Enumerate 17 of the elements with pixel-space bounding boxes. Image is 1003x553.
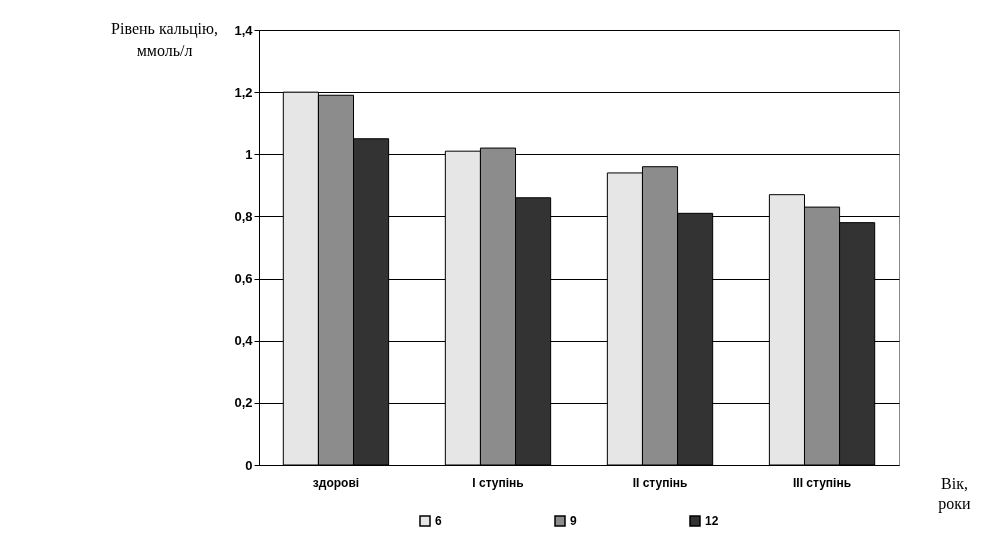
y-tick-label: 0	[245, 457, 253, 473]
x-axis-title: Вік, роки	[938, 474, 972, 513]
x-tick-label: ІІ ступінь	[632, 475, 688, 490]
legend-label: 9	[570, 514, 577, 528]
y-tick-label: 1,2	[234, 84, 253, 100]
x-tick-label: І ступінь	[472, 475, 524, 490]
y-axis-title: Рівень кальцію, ммоль/л	[111, 19, 218, 59]
y-tick-label: 0,6	[234, 271, 253, 287]
legend-label: 12	[705, 514, 719, 528]
y-tick-label: 0,2	[234, 395, 253, 411]
legend-label: 6	[435, 514, 442, 528]
y-tick-label: 1,4	[234, 22, 254, 38]
y-tick-label: 0,4	[234, 333, 254, 349]
x-tick-label: ІІІ ступінь	[793, 475, 852, 490]
x-tick-label: здорові	[312, 475, 360, 490]
y-tick-label: 0,8	[234, 208, 253, 224]
y-tick-label: 1	[245, 146, 253, 162]
